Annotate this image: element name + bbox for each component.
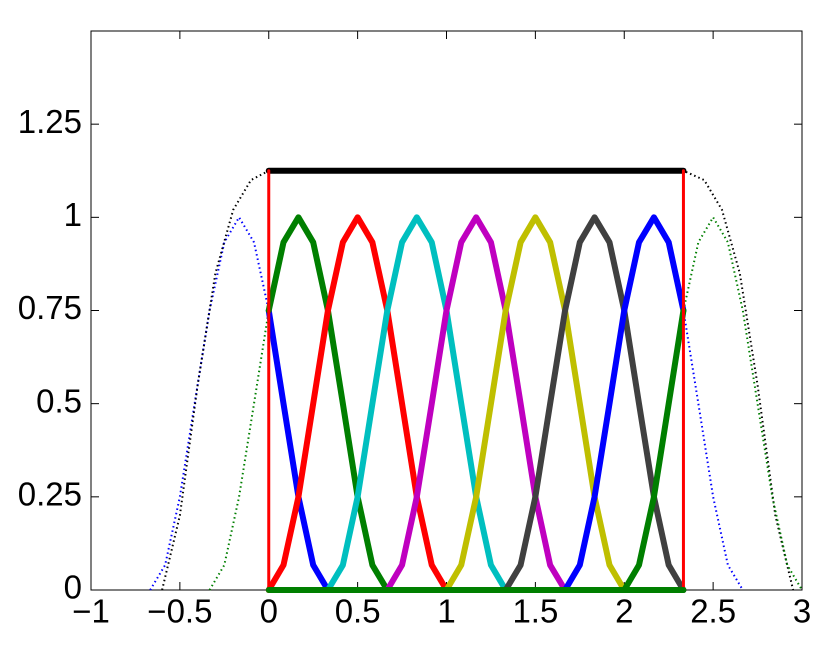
x-tick-label: 0: [260, 593, 278, 630]
y-tick-label: 0.25: [18, 476, 82, 513]
data-line: [621, 307, 687, 593]
x-tick-label: −0.5: [147, 593, 212, 630]
x-tick-label: 3: [793, 593, 811, 630]
data-line: [682, 310, 744, 591]
y-tick-label: 0: [64, 569, 82, 606]
x-tick-label: −1: [72, 593, 110, 630]
y-tick-label: 0.5: [36, 382, 82, 419]
data-line: [682, 216, 803, 591]
y-tick-label: 0.75: [18, 289, 82, 326]
y-tick-label: 1: [64, 196, 82, 233]
data-line: [443, 214, 628, 593]
data-line: [149, 216, 270, 591]
x-tick-label: 2.5: [690, 593, 736, 630]
x-tick-label: 1.5: [512, 593, 558, 630]
y-tick-label: 1.25: [18, 103, 82, 140]
data-line: [502, 214, 687, 593]
data-line: [208, 310, 270, 591]
x-tick-label: 2: [615, 593, 633, 630]
data-line: [324, 214, 509, 593]
data-line: [562, 214, 687, 593]
x-tick-label: 1: [437, 593, 455, 630]
x-tick-label: 0.5: [335, 593, 381, 630]
data-line: [384, 214, 569, 593]
data-line: [265, 214, 450, 593]
